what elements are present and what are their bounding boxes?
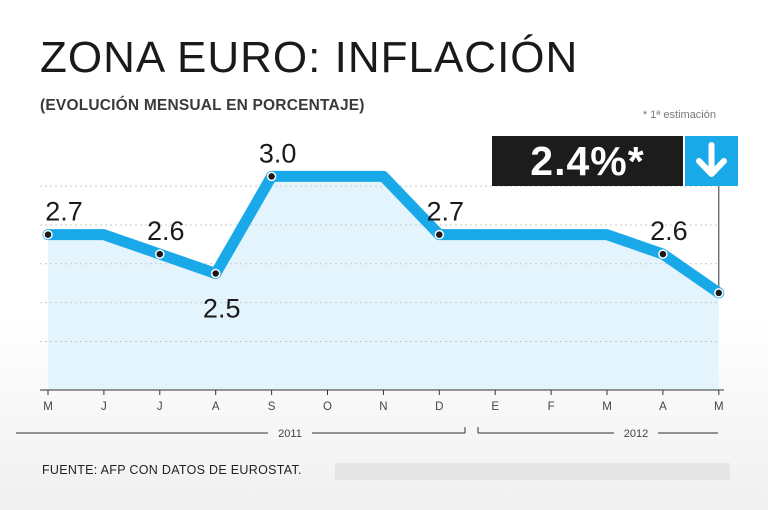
year-label: 2011 <box>278 428 302 440</box>
latest-value-callout: 2.4%* <box>492 136 683 186</box>
data-label: 2.7 <box>45 197 83 227</box>
area-fill <box>48 176 719 390</box>
x-tick-label: M <box>43 401 53 413</box>
x-tick-label: F <box>548 401 555 413</box>
x-tick-label: D <box>435 401 443 413</box>
source-note: FUENTE: AFP CON DATOS DE EUROSTAT. <box>42 463 302 477</box>
data-point <box>43 229 53 240</box>
data-label: 2.6 <box>147 216 185 246</box>
data-label: 2.7 <box>427 197 465 227</box>
x-tick-label: E <box>491 401 499 413</box>
x-tick-label: O <box>323 401 332 413</box>
source-background-bar <box>335 463 730 480</box>
data-point <box>658 249 668 259</box>
data-point <box>210 268 221 279</box>
data-label: 3.0 <box>259 138 297 168</box>
data-point <box>155 249 165 259</box>
estimate-footnote: * 1ª estimación <box>642 109 716 121</box>
x-tick-label: A <box>659 401 667 413</box>
data-point <box>266 171 277 182</box>
data-label: 2.6 <box>650 216 688 246</box>
arrow-down-icon <box>685 136 738 186</box>
x-tick-label: A <box>212 401 220 413</box>
chart-title: ZONA EURO: INFLACIÓN <box>40 33 579 82</box>
x-tick-label: M <box>714 401 724 413</box>
x-tick-label: S <box>268 401 276 413</box>
data-point <box>714 288 724 298</box>
year-label: 2012 <box>624 428 648 440</box>
x-tick-label: N <box>379 401 387 413</box>
data-label: 2.5 <box>203 294 241 324</box>
data-point <box>434 229 445 240</box>
x-tick-label: J <box>101 401 107 413</box>
x-tick-label: M <box>602 401 612 413</box>
chart-subtitle: (EVOLUCIÓN MENSUAL EN PORCENTAJE) <box>40 97 365 114</box>
x-tick-label: J <box>157 401 163 413</box>
